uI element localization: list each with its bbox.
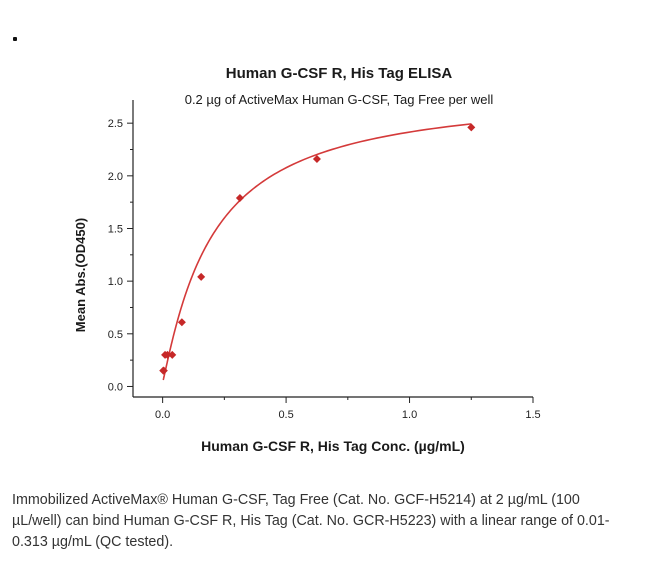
y-tick-label: 0.0 xyxy=(108,381,123,393)
caption-line: Immobilized ActiveMax® Human G-CSF, Tag … xyxy=(12,492,580,508)
data-point xyxy=(168,350,177,359)
y-tick-label: 2.0 xyxy=(108,171,123,183)
x-tick-label: 1.0 xyxy=(402,409,417,421)
bullet-mark xyxy=(13,37,17,41)
data-point xyxy=(163,350,172,359)
x-tick-label: 1.5 xyxy=(525,409,540,421)
fit-curve xyxy=(162,123,472,381)
y-tick-label: 1.5 xyxy=(108,223,123,235)
chart-subtitle: 0.2 µg of ActiveMax Human G-CSF, Tag Fre… xyxy=(185,92,494,107)
chart-title: Human G-CSF R, His Tag ELISA xyxy=(226,65,453,82)
caption-line: µL/well) can bind Human G-CSF R, His Tag… xyxy=(12,513,610,529)
caption-line: 0.313 µg/mL (QC tested). xyxy=(12,534,174,550)
y-tick-label: 2.5 xyxy=(108,118,123,130)
figure-caption: Immobilized ActiveMax® Human G-CSF, Tag … xyxy=(12,490,638,553)
elisa-chart: Human G-CSF R, His Tag ELISA 0.2 µg of A… xyxy=(73,65,541,454)
x-tick-label: 0.0 xyxy=(155,409,170,421)
y-tick-label: 1.0 xyxy=(108,276,123,288)
data-point xyxy=(177,318,186,327)
data-point xyxy=(312,154,321,163)
x-axis-label: Human G-CSF R, His Tag Conc. (µg/mL) xyxy=(201,438,465,454)
y-tick-label: 0.5 xyxy=(108,329,123,341)
y-axis-label: Mean Abs.(OD450) xyxy=(73,218,88,332)
x-tick-label: 0.5 xyxy=(278,409,293,421)
data-point xyxy=(235,193,244,202)
data-point xyxy=(197,272,206,281)
data-point xyxy=(159,366,168,375)
data-point xyxy=(467,123,476,132)
